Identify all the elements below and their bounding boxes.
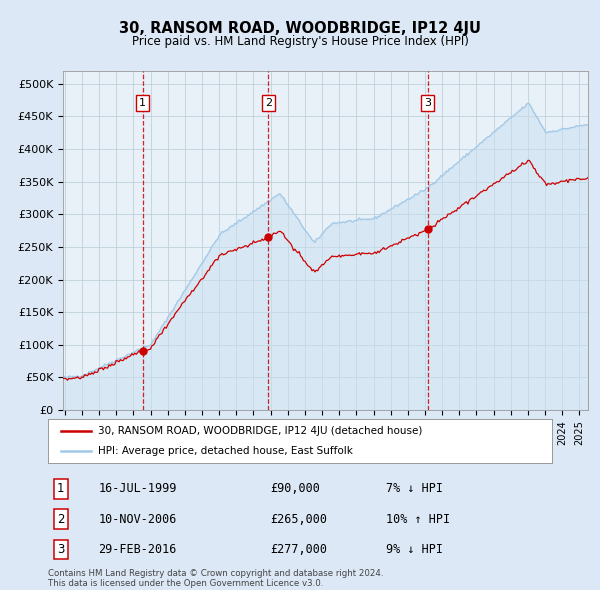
Text: 3: 3 <box>424 98 431 108</box>
Text: 9% ↓ HPI: 9% ↓ HPI <box>386 543 443 556</box>
Text: 10% ↑ HPI: 10% ↑ HPI <box>386 513 450 526</box>
Text: 16-JUL-1999: 16-JUL-1999 <box>98 483 177 496</box>
Text: 1: 1 <box>139 98 146 108</box>
Text: 7% ↓ HPI: 7% ↓ HPI <box>386 483 443 496</box>
Text: £265,000: £265,000 <box>270 513 327 526</box>
Text: HPI: Average price, detached house, East Suffolk: HPI: Average price, detached house, East… <box>98 446 353 456</box>
Text: 1: 1 <box>57 483 64 496</box>
Text: 29-FEB-2016: 29-FEB-2016 <box>98 543 177 556</box>
Text: Contains HM Land Registry data © Crown copyright and database right 2024.
This d: Contains HM Land Registry data © Crown c… <box>48 569 383 588</box>
Text: 30, RANSOM ROAD, WOODBRIDGE, IP12 4JU: 30, RANSOM ROAD, WOODBRIDGE, IP12 4JU <box>119 21 481 35</box>
Text: 2: 2 <box>265 98 272 108</box>
Text: £277,000: £277,000 <box>270 543 327 556</box>
Text: 10-NOV-2006: 10-NOV-2006 <box>98 513 177 526</box>
Text: Price paid vs. HM Land Registry's House Price Index (HPI): Price paid vs. HM Land Registry's House … <box>131 35 469 48</box>
Text: £90,000: £90,000 <box>270 483 320 496</box>
Text: 2: 2 <box>57 513 64 526</box>
Text: 3: 3 <box>57 543 64 556</box>
Text: 30, RANSOM ROAD, WOODBRIDGE, IP12 4JU (detached house): 30, RANSOM ROAD, WOODBRIDGE, IP12 4JU (d… <box>98 426 423 436</box>
